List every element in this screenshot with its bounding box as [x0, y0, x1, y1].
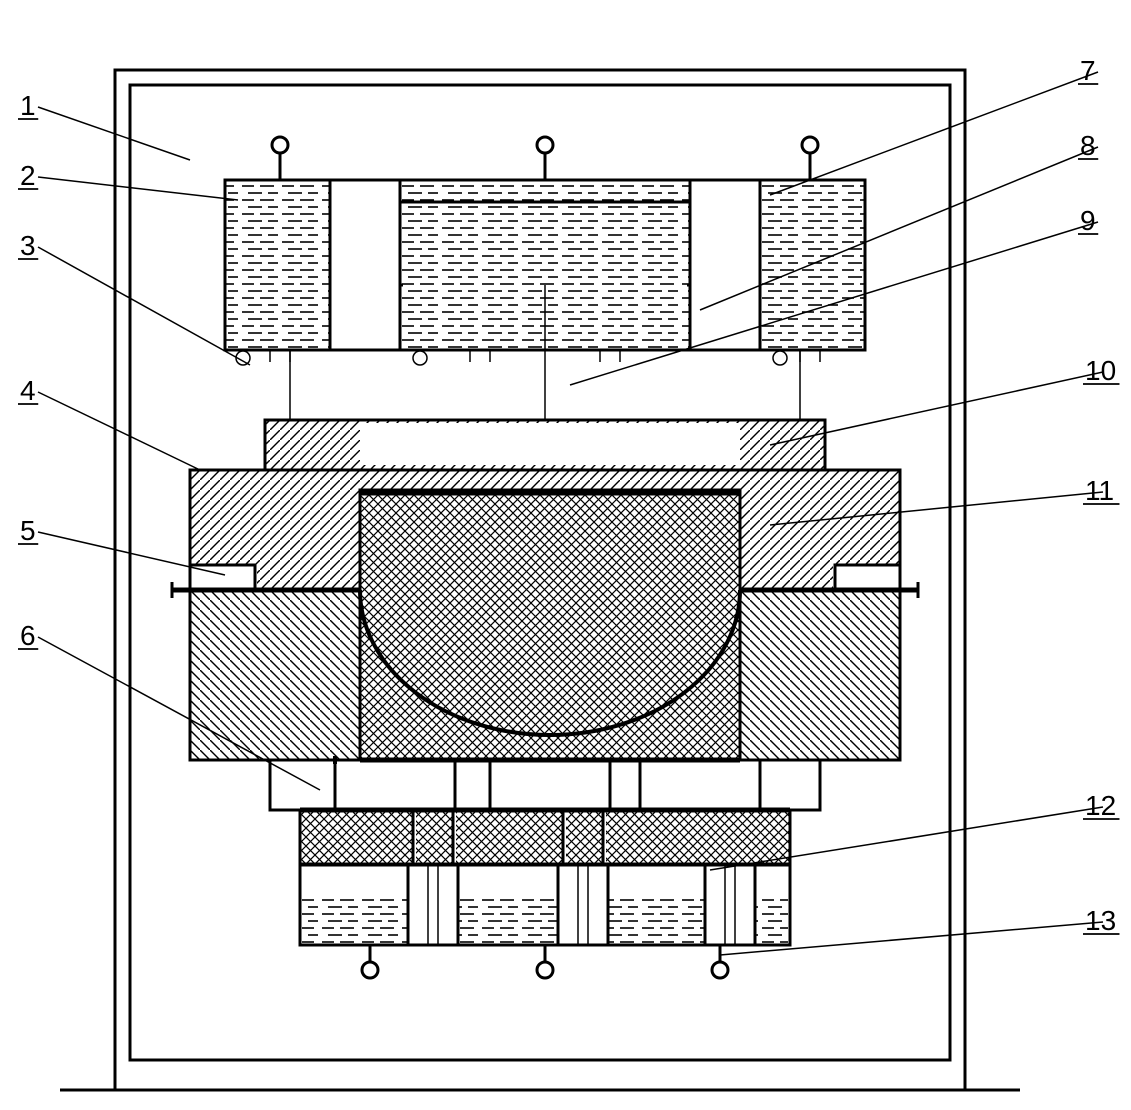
callout-label-3: 3 — [20, 230, 36, 261]
callout-label-12: 12 — [1085, 790, 1116, 821]
callout-label-11: 11 — [1085, 475, 1114, 506]
callout-label-7: 7 — [1080, 55, 1096, 86]
callout-label-5: 5 — [20, 515, 36, 546]
technical-diagram: 12345678910111213 — [0, 0, 1131, 1110]
callout-label-1: 1 — [20, 90, 36, 121]
callout-label-13: 13 — [1085, 905, 1116, 936]
callout-label-6: 6 — [20, 620, 36, 651]
callout-label-10: 10 — [1085, 355, 1116, 386]
callout-label-2: 2 — [20, 160, 36, 191]
callout-label-9: 9 — [1080, 205, 1096, 236]
callout-label-8: 8 — [1080, 130, 1096, 161]
callout-label-4: 4 — [20, 375, 36, 406]
